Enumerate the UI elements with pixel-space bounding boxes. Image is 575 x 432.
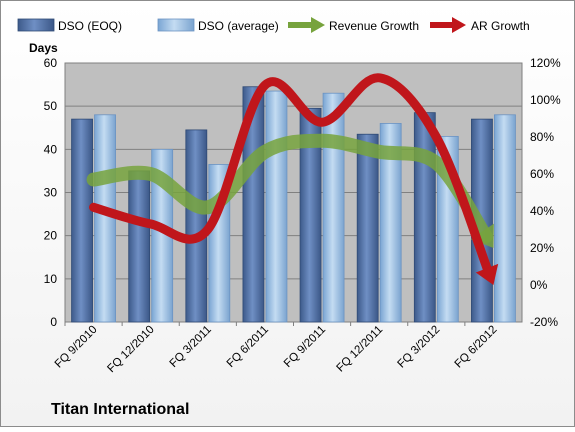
y-axis-title: Days [29,41,58,55]
legend-label-revenue-growth: Revenue Growth [329,19,419,33]
legend-label-dso-eoq: DSO (EOQ) [58,19,122,33]
line-ar-growth [89,73,494,278]
bar-dso-average [379,123,402,323]
y2-tick-label: 120% [530,56,561,70]
chart-title: Titan International [51,401,189,418]
legend-swatch-dso-average [157,18,195,32]
y2-tick-label: 40% [530,204,554,218]
bar-dso-average [265,90,288,323]
y2-tick-label: 0% [530,278,548,292]
line-revenue-growth [86,133,493,244]
bar-dso-eoq [71,118,93,323]
arrowhead-ar-growth [475,263,499,285]
y2-tick-label: 20% [530,241,554,255]
legend-label-ar-growth: AR Growth [471,19,530,33]
y-tick-label: 0 [50,315,57,329]
y-axis-ticks: 0 10 20 30 40 50 60 [44,56,58,329]
bar-dso-eoq [128,170,151,323]
growth-lines [86,73,499,285]
y-tick-label: 50 [44,99,58,113]
arrowhead-revenue-growth [470,223,494,248]
y-tick-label: 20 [44,229,58,243]
legend-arrow-ar-growth [430,17,466,33]
y-tick-label: 30 [44,186,58,200]
y2-tick-label: 100% [530,93,561,107]
y-tick-label: 60 [44,56,58,70]
y2-tick-label: 80% [530,130,554,144]
y-tick-label: 10 [44,272,58,286]
bar-dso-eoq [413,112,436,323]
y2-axis-ticks: -20% 0% 20% 40% 60% 80% 100% 120% [530,56,561,329]
bar-dso-eoq [185,129,208,323]
legend-swatch-dso-eoq [17,18,55,32]
bar-dso-average [494,114,516,323]
bar-dso-average [94,114,116,323]
legend: DSO (EOQ) DSO (average) Revenue Growth A… [17,17,530,33]
y-tick-label: 40 [44,142,58,156]
bar-dso-eoq [356,133,379,323]
bar-dso-eoq [299,107,322,323]
legend-arrow-revenue-growth [288,17,325,33]
bar-dso-average [322,92,345,323]
y2-tick-label: -20% [530,315,558,329]
y2-tick-label: 60% [530,167,554,181]
legend-label-dso-average: DSO (average) [198,19,279,33]
bar-dso-eoq [242,86,265,323]
